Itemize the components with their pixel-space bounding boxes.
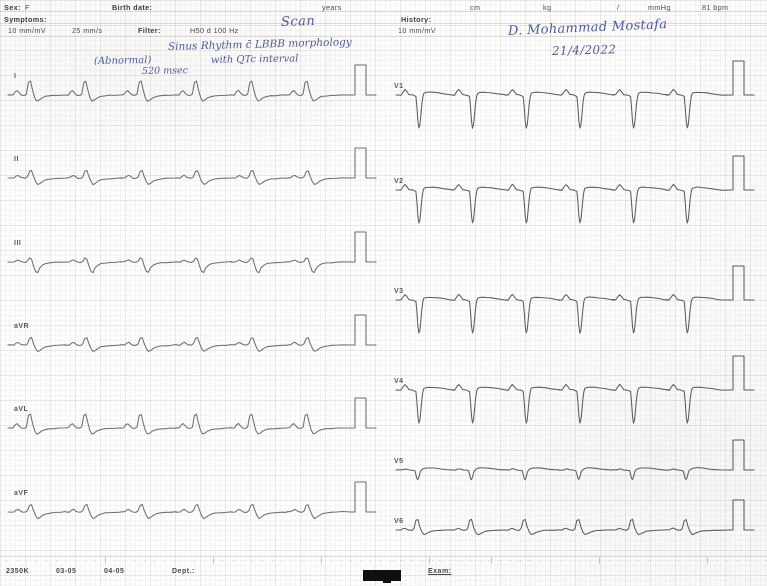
handwritten-signature-date: 21/4/2022 <box>551 42 617 58</box>
registration-mark-small <box>383 574 391 583</box>
sex-label: Sex: <box>4 3 21 12</box>
filter-label: Filter: <box>138 26 161 35</box>
lead-label-avr: aVR <box>14 323 30 330</box>
height-unit-label: cm <box>470 3 481 12</box>
lead-label-v2: V2 <box>394 178 404 185</box>
sex-value: F <box>25 3 30 12</box>
filter-value: H50 d 100 Hz <box>190 26 239 35</box>
weight-unit-label: kg <box>543 3 552 12</box>
history-label: History: <box>401 15 432 24</box>
birth-date-label: Birth date: <box>112 3 153 12</box>
paper-speed-value: 25 mm/s <box>72 26 103 35</box>
footer-dot-scale-left: · · · · · · · · · · | · · · · · · · · · … <box>6 558 533 564</box>
footer-exam-label: Exam: <box>428 568 452 575</box>
footer-code: 2350K <box>6 568 30 575</box>
footer-dept-label: Dept.: <box>172 568 195 575</box>
lead-label-v4: V4 <box>394 378 404 385</box>
years-label: years <box>322 3 342 12</box>
lead-label-i: I <box>14 73 17 80</box>
handwritten-interpretation-line-2: with QTc interval <box>210 53 299 66</box>
lead-label-avf: aVF <box>14 490 29 497</box>
lead-label-v5: V5 <box>394 458 404 465</box>
footer-dot-scale-right: · · · · · · · · · · | · · · · · · · · · … <box>392 558 767 564</box>
heart-rate-value: 81 bpm <box>702 3 729 12</box>
bp-separator: / <box>617 3 620 12</box>
bp-unit-label: mmHg <box>648 3 671 12</box>
lead-label-avl: aVL <box>14 406 29 413</box>
footer-date-range-1: 03-05 <box>56 568 77 575</box>
gain-right-value: 10 mm/mV <box>398 26 436 35</box>
lead-label-ii: II <box>14 156 19 163</box>
lead-label-v3: V3 <box>394 288 404 295</box>
lead-label-v6: V6 <box>394 518 404 525</box>
registration-mark <box>363 570 401 581</box>
handwritten-qtc-value: 520 msec <box>141 65 189 77</box>
lead-label-v1: V1 <box>394 83 404 90</box>
gain-left-value: 10 mm/mV <box>8 26 46 35</box>
lead-label-iii: III <box>14 240 22 247</box>
symptoms-label: Symptoms: <box>4 15 47 24</box>
footer-date-range-2: 04-05 <box>104 568 125 575</box>
handwritten-abnormal-note: (Abnormal) <box>93 55 152 67</box>
handwritten-scan-note: Scan <box>280 13 316 30</box>
